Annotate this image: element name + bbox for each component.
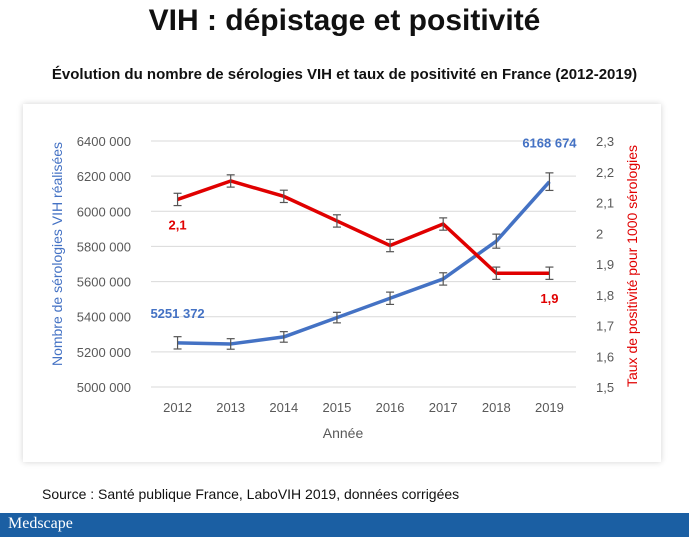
x-tick-label: 2013 (216, 400, 245, 415)
data-label: 6168 674 (522, 136, 577, 151)
x-tick-label: 2018 (482, 400, 511, 415)
y-left-axis-title: Nombre de sérologies VIH réalisées (49, 142, 65, 366)
y-left-tick-label: 5400 000 (77, 310, 131, 325)
y-left-tick-label: 5000 000 (77, 380, 131, 395)
footer-bar: Medscape (0, 513, 689, 537)
slide-title: VIH : dépistage et positivité (148, 4, 541, 37)
y-right-tick-label: 1,5 (596, 380, 614, 395)
x-axis-title: Année (323, 425, 364, 441)
data-label: 1,9 (540, 291, 558, 306)
y-right-axis-title: Taux de positivité pour 1000 sérologies (624, 145, 640, 387)
y-right-tick-label: 2,1 (596, 196, 614, 211)
x-tick-label: 2017 (429, 400, 458, 415)
x-tick-label: 2014 (269, 400, 298, 415)
series-line-right (176, 179, 550, 275)
y-left-tick-label: 6000 000 (77, 204, 131, 219)
y-left-tick-label: 5200 000 (77, 345, 131, 360)
x-tick-label: 2016 (376, 400, 405, 415)
source-note: Source : Santé publique France, LaboVIH … (42, 486, 460, 502)
y-left-tick-label: 6400 000 (77, 134, 131, 149)
x-tick-label: 2019 (535, 400, 564, 415)
chart-panel: 5000 000 5200 000 5400 000 5600 000 5800 000… (23, 104, 661, 462)
brand-logo: Medscape (8, 515, 73, 532)
chart: 5000 000 5200 000 5400 000 5600 000 5800 000… (49, 134, 640, 441)
y-right-tick-label: 1,6 (596, 349, 614, 364)
y-right-tick-label: 2,2 (596, 165, 614, 180)
x-tick-label: 2015 (322, 400, 351, 415)
y-left-tick-label: 6200 000 (77, 169, 131, 184)
y-right-tick-label: 1,9 (596, 257, 614, 272)
data-label: 2,1 (169, 217, 187, 232)
y-right-tick-label: 2,3 (596, 134, 614, 149)
y-right-tick-label: 2 (596, 226, 603, 241)
y-left-tick-label: 5800 000 (77, 239, 131, 254)
x-tick-label: 2012 (163, 400, 192, 415)
data-label: 5251 372 (150, 306, 204, 321)
chart-title: Évolution du nombre de sérologies VIH et… (51, 66, 638, 83)
series-line-left (177, 180, 551, 346)
y-right-tick-label: 1,8 (596, 288, 614, 303)
y-right-tick-label: 1,7 (596, 319, 614, 334)
y-left-tick-label: 5600 000 (77, 275, 131, 290)
